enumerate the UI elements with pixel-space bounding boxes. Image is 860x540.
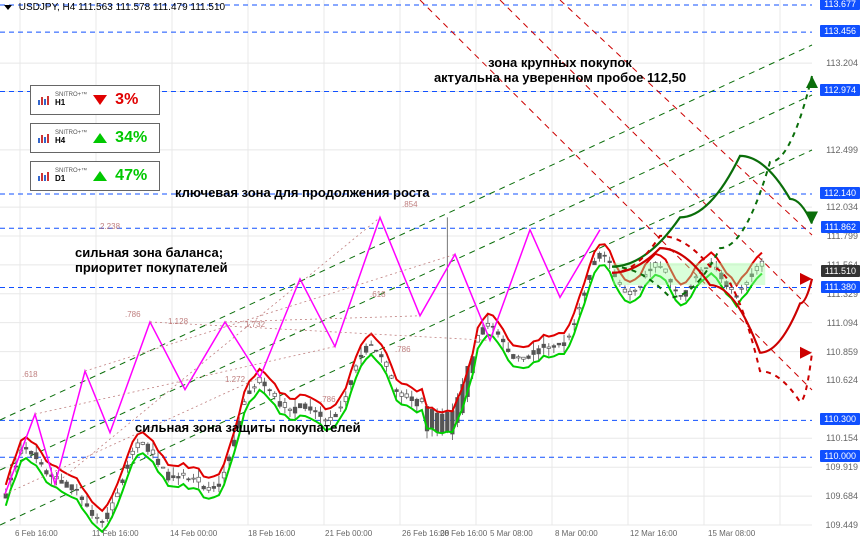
chart-annotation: зона крупных покупокактуальна на уверенн… [434,55,686,85]
fib-label: .618 [370,290,386,299]
arrow-up-icon [93,171,107,181]
time-tick: 11 Feb 16:00 [92,529,139,538]
chart-title-bar: USDJPY, H4 111.563 111.578 111.479 111.5… [4,2,225,13]
indicator-box-d1: SNITRO+™D1 47% [30,161,160,191]
price-marker: 113.677 [820,0,860,10]
bar-icon [37,94,51,106]
price-tick: 110.154 [826,433,858,443]
price-tick: 111.094 [827,318,858,328]
chart-annotation: сильная зона защиты покупателей [135,420,361,435]
bar-icon [37,132,51,144]
fib-label: .786 [320,395,336,404]
indicator-brand: SNITRO+™H1 [55,93,87,107]
price-marker: 111.510 [821,265,860,277]
fib-label: 1.128 [168,317,188,326]
fib-label: .618 [22,370,38,379]
time-tick: 6 Feb 16:00 [15,529,58,538]
time-axis: 6 Feb 16:00 11 Feb 16:00 14 Feb 00:00 18 Fe… [0,524,812,538]
price-tick: 112.499 [826,145,858,155]
price-marker: 110.000 [820,450,860,462]
price-tick: 110.624 [826,375,858,385]
ohlc-label: 111.563 111.578 111.479 111.510 [78,2,225,13]
price-marker: 110.300 [820,413,860,425]
price-marker: 111.862 [821,221,860,233]
indicator-pct: 3% [115,91,138,109]
fib-label: .786 [125,310,141,319]
fib-label: .786 [395,345,411,354]
time-tick: 14 Feb 00:00 [170,529,217,538]
chart-annotation: сильная зона баланса;приоритет покупател… [75,245,228,275]
time-tick: 21 Feb 00:00 [325,529,372,538]
price-tick: 109.449 [825,520,858,530]
time-tick: 5 Mar 08:00 [490,529,533,538]
price-marker: 113.456 [820,25,860,37]
price-tick: 109.684 [825,491,858,501]
chart-container: USDJPY, H4 111.563 111.578 111.479 111.5… [0,0,860,540]
time-tick: 8 Mar 00:00 [555,529,598,538]
indicator-brand: SNITRO+™H4 [55,131,87,145]
fib-label: 2.238 [100,222,120,231]
price-tick: 113.204 [826,58,858,68]
price-tick: 112.034 [826,202,858,212]
bar-icon [37,170,51,182]
indicator-pct: 47% [115,167,147,185]
price-tick: 110.859 [826,347,858,357]
price-tick: 109.919 [825,462,858,472]
indicator-pct: 34% [115,129,147,147]
price-axis: 113.204112.974112.499112.034111.799111.5… [812,0,860,540]
fib-label: .854 [402,200,418,209]
symbol-label: USDJPY, H4 [19,2,76,13]
indicator-brand: SNITRO+™D1 [55,169,87,183]
fib-label: 1.732 [245,320,265,329]
indicator-box-h4: SNITRO+™H4 34% [30,123,160,153]
price-marker: 112.140 [820,187,860,199]
time-tick: 15 Mar 08:00 [708,529,755,538]
dropdown-icon[interactable] [4,5,12,10]
time-tick: 18 Feb 16:00 [248,529,295,538]
arrow-down-icon [93,95,107,105]
arrow-up-icon [93,133,107,143]
time-tick: 12 Mar 16:00 [630,529,677,538]
price-marker: 112.974 [820,84,860,96]
price-marker: 111.380 [821,281,860,293]
chart-annotation: ключевая зона для продолжения роста [175,185,430,200]
fib-label: 1.272 [225,375,245,384]
indicator-box-h1: SNITRO+™H1 3% [30,85,160,115]
time-tick: 28 Feb 16:00 [440,529,487,538]
